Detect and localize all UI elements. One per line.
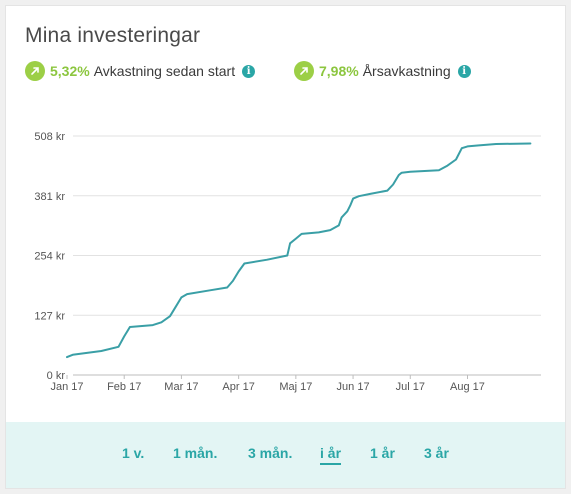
metric-annual-return: 7,98% Årsavkastning i [294,59,471,83]
arrow-up-right-icon [25,61,45,81]
period-selector: 1 v. 1 mån. 3 mån. i år 1 år 3 år [5,422,566,489]
metric-total-return-value: 5,32% [50,63,90,79]
tab-this-year[interactable]: i år [320,445,342,465]
y-tick-label: 381 kr [34,191,65,203]
tab-1-month[interactable]: 1 mån. [173,445,218,461]
x-tick-label: Jan 17 [50,381,83,393]
x-tick-label: Mar 17 [164,381,198,393]
investments-card: Mina investeringar 5,32% Avkastning seda… [5,5,566,489]
y-tick-label: 127 kr [34,310,65,322]
metric-annual-return-label: Årsavkastning [362,63,451,79]
tab-3-months[interactable]: 3 mån. [248,445,293,461]
x-tick-label: Feb 17 [107,381,141,393]
x-tick-label: Aug 17 [450,381,485,393]
metric-annual-return-value: 7,98% [319,63,359,79]
info-icon[interactable]: i [457,64,471,78]
metric-total-return-label: Avkastning sedan start [93,63,236,79]
y-tick-label: 0 kr [47,370,66,382]
x-tick-label: Jul 17 [396,381,425,393]
tab-3-years[interactable]: 3 år [424,445,449,461]
metric-total-return: 5,32% Avkastning sedan start i [25,59,256,83]
y-tick-label: 254 kr [34,251,65,263]
tab-1-week[interactable]: 1 v. [122,445,145,461]
x-tick-label: Apr 17 [222,381,254,393]
info-icon[interactable]: i [242,64,256,78]
arrow-up-right-icon [294,61,314,81]
y-tick-label: 508 kr [34,131,65,143]
x-tick-label: Jun 17 [337,381,370,393]
x-tick-label: Maj 17 [279,381,312,393]
tab-1-year[interactable]: 1 år [370,445,395,461]
card-title: Mina investeringar [25,24,201,47]
series-line [66,142,532,359]
